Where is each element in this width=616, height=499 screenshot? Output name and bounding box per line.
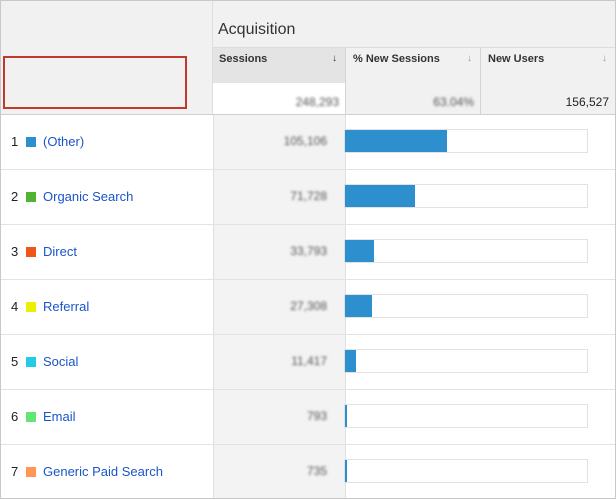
row-index: 7 (11, 464, 19, 479)
sessions-value: 793 (306, 409, 327, 423)
header-divider (212, 47, 615, 48)
channel-link[interactable]: Referral (43, 299, 90, 314)
channel-color-swatch (26, 412, 36, 422)
channel-color-swatch (26, 192, 36, 202)
total-new-sessions-value: 63.04% (433, 95, 474, 109)
channel-link[interactable]: Email (43, 409, 76, 424)
sessions-cell: 105,106 (213, 115, 346, 169)
group-title: Acquisition (218, 21, 296, 38)
table-body: 1 (Other) 105,106 2 Organic Search 71,72… (1, 115, 615, 498)
table-row: 6 Email 793 (1, 390, 615, 445)
row-index: 3 (11, 244, 19, 259)
sort-arrow-icon[interactable]: ↓ (332, 53, 337, 64)
table-row: 1 (Other) 105,106 (1, 115, 615, 170)
row-index: 1 (11, 134, 19, 149)
column-label: Sessions (219, 53, 268, 65)
table-header: Acquisition Sessions ↓ % New Sessions ↓ … (1, 1, 615, 114)
column-header-new-users[interactable]: New Users ↓ (482, 48, 615, 83)
sessions-bar-fill (345, 295, 372, 317)
sessions-bar (344, 349, 588, 373)
sessions-cell: 11,417 (213, 335, 346, 389)
sessions-bar (344, 459, 588, 483)
row-index: 4 (11, 299, 19, 314)
total-sessions: 248,293 (213, 83, 346, 114)
sort-arrow-icon[interactable]: ↓ (602, 53, 607, 64)
column-label: New Users (488, 53, 545, 65)
sessions-bar-fill (345, 130, 447, 152)
sessions-bar-fill (345, 240, 374, 262)
channel-color-swatch (26, 467, 36, 477)
sessions-cell: 33,793 (213, 225, 346, 279)
sort-arrow-icon[interactable]: ↓ (467, 53, 472, 64)
row-index: 5 (11, 354, 19, 369)
sessions-cell: 27,308 (213, 280, 346, 334)
sessions-bar-fill (345, 460, 347, 482)
channel-link[interactable]: Social (43, 354, 79, 369)
total-new-sessions: 63.04% (347, 83, 481, 114)
sessions-value: 33,793 (290, 244, 327, 258)
sessions-cell: 793 (213, 390, 346, 444)
row-index: 2 (11, 189, 19, 204)
sessions-bar (344, 184, 588, 208)
channel-color-swatch (26, 357, 36, 367)
column-header-sessions[interactable]: Sessions ↓ (213, 48, 346, 83)
table-row: 3 Direct 33,793 (1, 225, 615, 280)
sessions-value: 735 (306, 464, 327, 478)
sessions-bar (344, 239, 588, 263)
sessions-bar-fill (345, 405, 347, 427)
total-new-users-value: 156,527 (565, 95, 609, 109)
table-row: 2 Organic Search 71,728 (1, 170, 615, 225)
sessions-bar (344, 404, 588, 428)
table-row: 4 Referral 27,308 (1, 280, 615, 335)
channel-link[interactable]: (Other) (43, 134, 85, 149)
header-bottom-border (1, 114, 615, 115)
channel-link[interactable]: Organic Search (43, 189, 134, 204)
sessions-value: 105,106 (283, 134, 327, 148)
channel-link[interactable]: Generic Paid Search (43, 464, 163, 479)
sessions-bar (344, 129, 588, 153)
table-row: 5 Social 11,417 (1, 335, 615, 390)
dimension-header-spacer (1, 1, 213, 114)
sessions-value: 27,308 (290, 299, 327, 313)
column-header-new-sessions[interactable]: % New Sessions ↓ (347, 48, 481, 83)
sessions-cell: 735 (213, 445, 346, 498)
channel-color-swatch (26, 247, 36, 257)
sessions-cell: 71,728 (213, 170, 346, 224)
sessions-value: 71,728 (290, 189, 327, 203)
column-label: % New Sessions (353, 53, 440, 65)
total-new-users: 156,527 (482, 83, 615, 114)
row-index: 6 (11, 409, 19, 424)
sessions-bar-fill (345, 185, 415, 207)
total-sessions-value: 248,293 (295, 95, 339, 109)
sessions-value: 11,417 (291, 354, 327, 368)
sessions-bar (344, 294, 588, 318)
table-row: 7 Generic Paid Search 735 (1, 445, 615, 498)
channel-color-swatch (26, 302, 36, 312)
channel-color-swatch (26, 137, 36, 147)
channel-link[interactable]: Direct (43, 244, 77, 259)
sessions-bar-fill (345, 350, 356, 372)
